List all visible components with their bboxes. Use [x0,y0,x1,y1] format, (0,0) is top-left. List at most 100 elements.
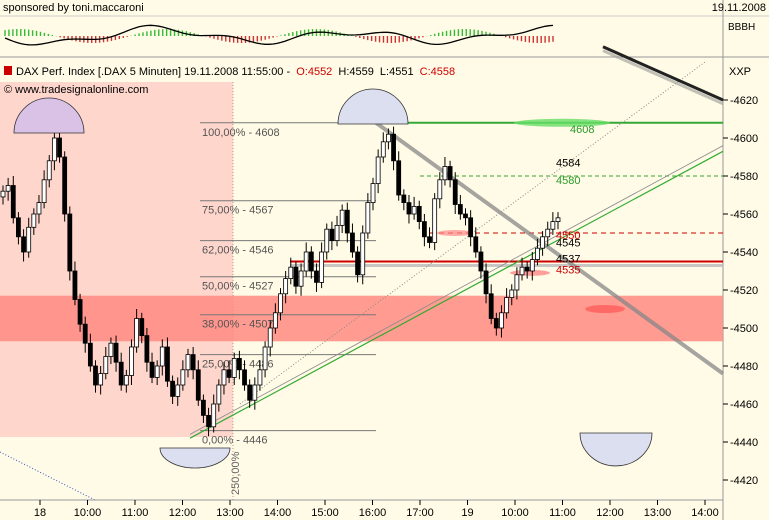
candle-body [195,369,201,401]
candle-body [360,232,366,276]
highlight-4510 [585,305,625,313]
cycle-markers [13,88,653,469]
candle-body [401,194,407,203]
candle-body [447,166,453,181]
level-label: 4545 [556,238,580,250]
svg-text:© www.tradesignalonline.com: © www.tradesignalonline.com [4,84,148,96]
candle-body [437,179,443,200]
candle-body [478,251,484,272]
candle-body [396,160,402,196]
low-value: L:4551 [380,66,414,78]
high-value: H:4559 [338,66,373,78]
candle-body [272,312,278,329]
candle-body [242,369,247,386]
candle-body [236,357,242,371]
candle-body [298,270,304,287]
candle-body [262,346,268,371]
candle-body [483,270,489,295]
candle-body [380,141,386,158]
candle-body [16,217,21,238]
y-tick-label: -4460 [730,399,758,411]
candle-body [149,361,155,378]
x-tick-label: 15:00 [311,507,339,519]
candle-body [293,266,299,287]
x-tick-label: 10:00 [74,507,102,519]
candle-body [129,346,134,376]
x-tick-label: 17:00 [406,507,434,519]
candle-body [98,373,104,386]
candle-body [427,236,432,243]
candle-body [201,399,206,416]
uptrend-line [189,150,724,439]
candle-body [159,346,165,367]
candle-body [221,369,227,386]
x-tick-label: 13:00 [644,507,672,519]
highlight-4550 [437,230,473,236]
candle-body [57,137,62,158]
candle-body [339,209,345,226]
y-tick-label: -4580 [730,171,758,183]
fib-label: 75,00% - 4567 [202,205,274,217]
candle-body [463,213,468,219]
upper-trend-shadow [602,49,724,106]
candle-body [375,156,381,185]
candle-body [123,375,129,386]
candle-body [493,318,499,329]
x-tick-label: 10:00 [501,507,529,519]
candle-body [550,221,556,230]
candle-body [175,384,181,397]
y-tick-label: -4560 [730,209,758,221]
candle-body [457,204,463,215]
cycle-marker-top-left [13,97,85,134]
candle-body [0,190,6,198]
candle-body [386,133,391,143]
candle-body [514,274,520,291]
candle-body [545,228,551,238]
candle-body [103,356,109,375]
fib-label: 100,00% - 4608 [202,127,280,139]
candle-body [442,166,448,181]
candle-body [288,266,294,280]
candle-body [314,270,319,283]
candle-body [170,380,175,397]
candle-body [144,335,150,363]
candle-body [211,403,217,428]
candle-body [5,185,11,192]
svg-text:DAX Perf. Index [.DAX 5 Minut: DAX Perf. Index [.DAX 5 Minuten] 19.11.2… [16,66,455,78]
upper-trend-line [602,45,724,102]
candle-body [21,236,26,253]
candle-body [36,202,42,215]
candle-body [344,209,350,234]
x-tick-label: 11:00 [549,507,576,519]
x-tick-label: 18 [34,507,46,519]
oscillator-line [4,24,554,46]
candle-body [257,369,263,386]
red-support-band [0,295,723,342]
candle-body [206,414,211,428]
candle-body [185,354,191,371]
candle-body [421,221,427,238]
trend-lines [0,45,725,501]
main-plot: 100,00% - 4608 75,00% - 4567 62,00% - 4546… [0,45,725,501]
candle-body [93,365,98,386]
candle-body [540,236,545,249]
level-label: 4584 [556,157,580,169]
y-tick-label: -4540 [730,247,758,259]
candle-body [216,384,222,405]
candle-body [72,270,78,300]
fib-label: 50,00% - 4527 [202,281,274,293]
candle-body [252,384,258,401]
candle-body [329,228,335,241]
candle-body [283,278,289,295]
candle-body [267,327,273,348]
cycle-marker-bottom-right [579,432,653,467]
candle-body [190,354,196,371]
cycle-marker-bottom-left [159,447,231,469]
candle-body [524,266,530,272]
date-text: 19.11.2008 [712,2,766,14]
candle-body [247,384,253,401]
cycle-marker-top-mid [337,88,409,125]
candle-body [180,369,186,386]
y-tick-label: -4600 [730,133,758,145]
candle-body [519,266,525,276]
